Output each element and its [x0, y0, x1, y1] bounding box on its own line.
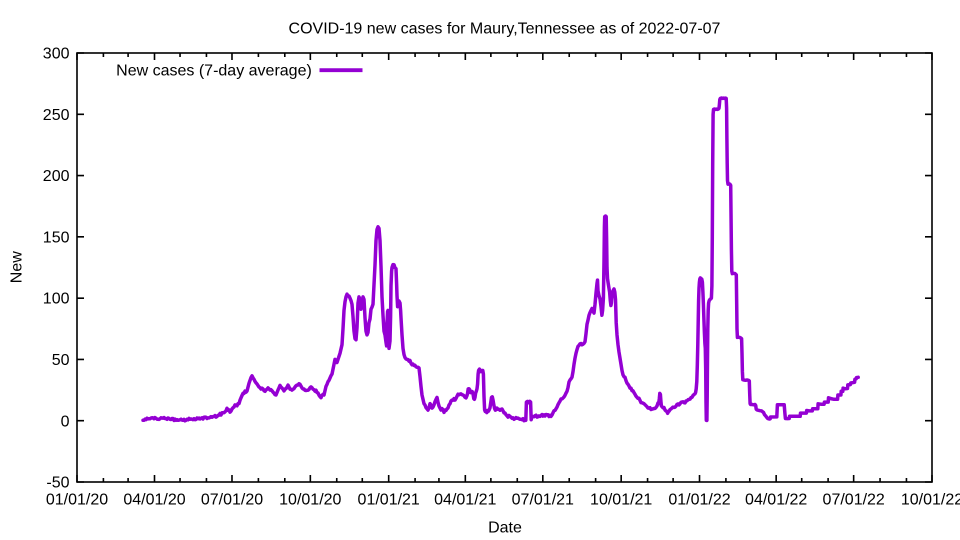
svg-text:04/01/22: 04/01/22	[745, 492, 807, 509]
svg-text:-50: -50	[46, 475, 69, 492]
svg-text:COVID-19 new cases for Maury,T: COVID-19 new cases for Maury,Tennessee a…	[289, 21, 721, 38]
svg-text:01/01/21: 01/01/21	[358, 492, 420, 509]
svg-text:250: 250	[43, 107, 70, 124]
svg-text:10/01/21: 10/01/21	[590, 492, 652, 509]
svg-text:200: 200	[43, 168, 70, 185]
svg-text:150: 150	[43, 230, 70, 247]
svg-text:07/01/20: 07/01/20	[201, 492, 263, 509]
svg-text:Date: Date	[488, 520, 522, 537]
svg-text:New: New	[8, 251, 25, 283]
svg-text:01/01/22: 01/01/22	[668, 492, 730, 509]
svg-text:07/01/21: 07/01/21	[512, 492, 574, 509]
svg-text:04/01/21: 04/01/21	[434, 492, 496, 509]
svg-text:0: 0	[61, 413, 70, 430]
svg-text:04/01/20: 04/01/20	[123, 492, 185, 509]
svg-text:01/01/20: 01/01/20	[46, 492, 108, 509]
svg-text:10/01/22: 10/01/22	[901, 492, 960, 509]
svg-text:New cases (7-day average): New cases (7-day average)	[116, 63, 312, 80]
svg-text:100: 100	[43, 291, 70, 308]
svg-text:300: 300	[43, 46, 70, 63]
svg-text:10/01/20: 10/01/20	[279, 492, 341, 509]
svg-text:07/01/22: 07/01/22	[823, 492, 885, 509]
svg-text:50: 50	[52, 352, 70, 369]
